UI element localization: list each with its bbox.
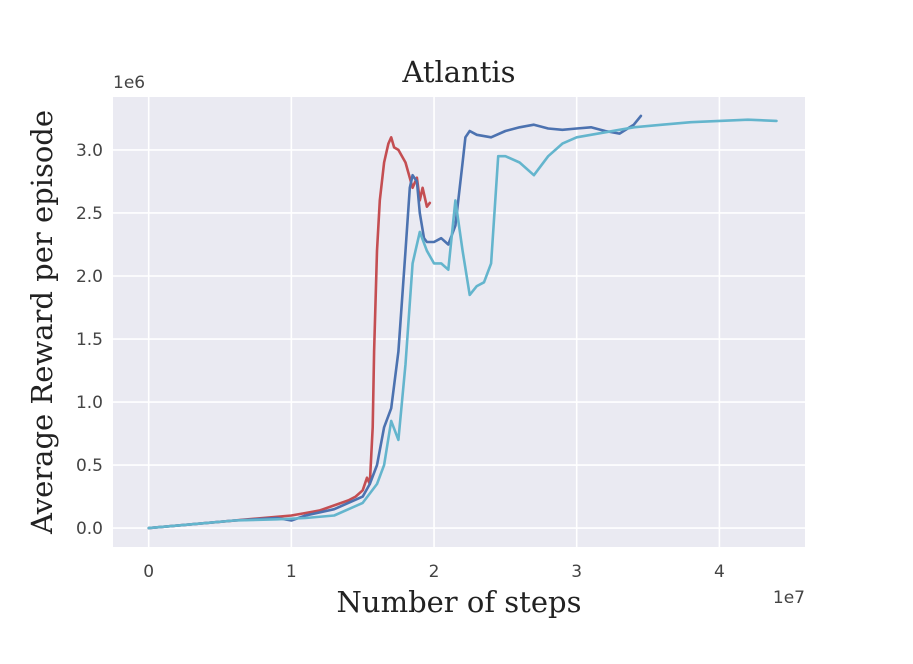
plot-area	[113, 97, 805, 547]
x-tick-label: 4	[714, 562, 725, 582]
x-axis-multiplier: 1e7	[773, 588, 805, 608]
y-axis-multiplier: 1e6	[113, 73, 145, 93]
x-tick-label: 2	[429, 562, 440, 582]
y-tick-label: 2.0	[76, 267, 103, 287]
y-tick-label: 1.5	[76, 330, 103, 350]
x-tick-label: 0	[143, 562, 154, 582]
y-axis-label: Average Reward per episode	[25, 110, 59, 535]
series-red-line	[147, 136, 432, 530]
y-tick-label: 3.0	[76, 141, 103, 161]
y-tick-label: 0.0	[76, 519, 103, 539]
y-tick-label: 1.0	[76, 393, 103, 413]
y-tick-label: 2.5	[76, 204, 103, 224]
chart-title: Atlantis	[401, 55, 515, 89]
grid	[113, 97, 805, 547]
x-tick-label: 1	[286, 562, 297, 582]
tick-labels: 0 1 2 3 4 0.0 0.5 1.0 1.5 2.0 2.5 3.0	[76, 141, 725, 582]
x-axis-label: Number of steps	[337, 585, 582, 619]
series-blue-line	[147, 114, 643, 530]
y-tick-label: 0.5	[76, 456, 103, 476]
series-cyan-line	[147, 118, 778, 530]
x-tick-label: 3	[571, 562, 582, 582]
series-layer	[147, 114, 778, 530]
